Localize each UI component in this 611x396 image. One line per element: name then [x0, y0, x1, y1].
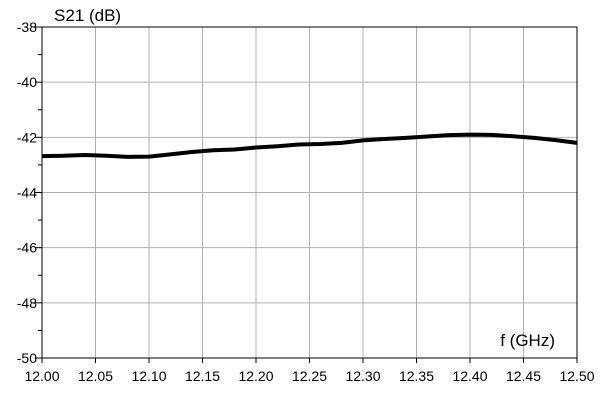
x-tick-label: 12.25	[292, 368, 327, 384]
y-tick-label: -42	[17, 129, 37, 145]
x-tick-labels: 12.00 12.05 12.10 12.15 12.20 12.25 12.30 12.35…	[24, 358, 595, 384]
y-tick-label: -50	[17, 350, 37, 366]
y-tick-label: -46	[17, 240, 37, 256]
x-tick-label: 12.45	[506, 368, 541, 384]
x-tick-label: 12.40	[452, 368, 487, 384]
x-axis-label: f (GHz)	[500, 331, 555, 350]
y-tick-label: -40	[17, 74, 37, 90]
y-minor-ticks	[35, 26, 42, 359]
grid	[42, 27, 577, 358]
x-tick-label: 12.35	[399, 368, 434, 384]
x-tick-label: 12.10	[131, 368, 166, 384]
x-tick-label: 12.05	[78, 368, 113, 384]
x-tick-label: 12.30	[345, 368, 380, 384]
series-line	[41, 132, 578, 159]
y-tick-label: -44	[17, 185, 37, 201]
x-tick-label: 12.15	[185, 368, 220, 384]
y-tick-label: -48	[17, 295, 37, 311]
x-tick-label: 12.20	[238, 368, 273, 384]
y-tick-label: -38	[17, 19, 37, 35]
x-tick-label: 12.50	[559, 368, 594, 384]
y-tick-labels: -38 -40 -42 -44 -46 -48 -50	[17, 19, 37, 366]
y-axis-label: S21 (dB)	[54, 6, 121, 25]
x-tick-label: 12.00	[24, 368, 59, 384]
series-group	[41, 132, 578, 159]
